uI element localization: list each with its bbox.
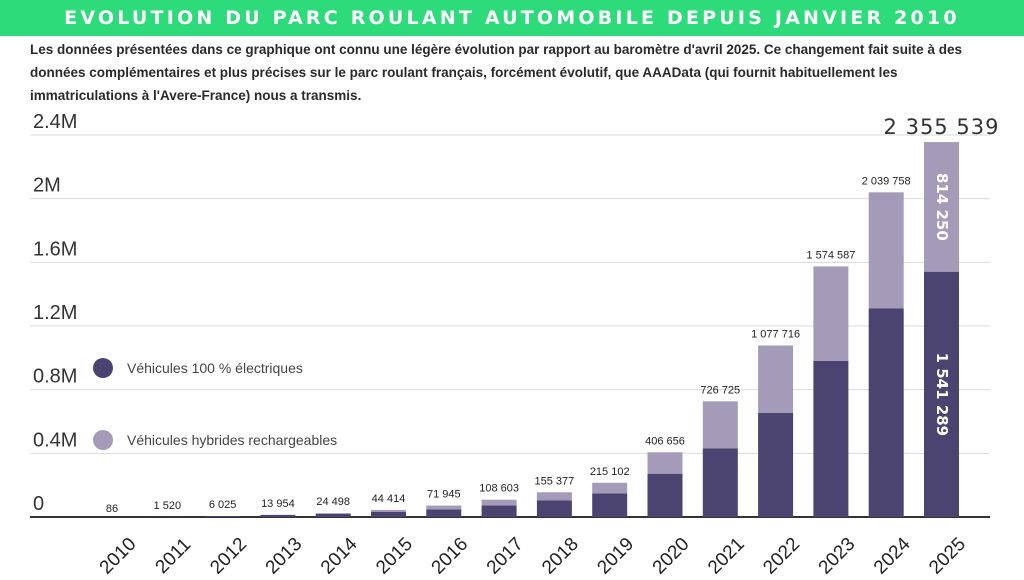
bar-hybrid xyxy=(592,482,628,494)
total-label: 1 574 587 xyxy=(806,249,855,261)
bar-electric xyxy=(315,513,351,517)
total-label: 155 377 xyxy=(535,475,575,487)
bar-hybrid xyxy=(868,192,904,309)
total-label: 24 498 xyxy=(316,496,350,508)
x-tick-label: 2019 xyxy=(593,534,638,579)
total-label: 71 945 xyxy=(427,489,461,501)
x-tick-label: 2011 xyxy=(152,534,196,578)
x-tick-label: 2013 xyxy=(262,534,307,579)
total-label: 44 414 xyxy=(372,493,406,505)
bar-hybrid xyxy=(315,513,351,514)
bar-hybrid xyxy=(536,492,572,501)
chart-title: EVOLUTION DU PARC ROULANT AUTOMOBILE DEP… xyxy=(64,7,960,29)
y-tick-label: 0.8M xyxy=(33,366,77,388)
x-tick-label: 2014 xyxy=(317,533,362,578)
total-label: 1 077 716 xyxy=(751,328,800,340)
bar-electric xyxy=(647,473,683,517)
bar-electric xyxy=(205,516,241,517)
y-tick-label: 2M xyxy=(33,175,61,197)
title-banner: EVOLUTION DU PARC ROULANT AUTOMOBILE DEP… xyxy=(0,0,1024,36)
bar-hybrid xyxy=(371,509,406,512)
legend-electric-label: Véhicules 100 % électriques xyxy=(127,360,303,376)
bar-hybrid xyxy=(702,401,738,449)
bar-electric xyxy=(371,511,406,517)
bar-electric xyxy=(426,509,462,517)
x-tick-label: 2012 xyxy=(206,534,251,579)
electric-value-label: 1 541 289 xyxy=(933,353,951,437)
total-label: 13 954 xyxy=(261,498,295,510)
y-tick-label: 2.4M xyxy=(33,111,77,133)
y-tick-label: 0 xyxy=(33,493,44,515)
hybrid-value-label: 814 250 xyxy=(933,173,951,241)
bar-electric xyxy=(702,448,738,517)
y-tick-label: 1.2M xyxy=(33,302,77,324)
bar-electric xyxy=(536,500,572,517)
y-tick-label: 0.4M xyxy=(33,429,77,451)
bar-electric xyxy=(592,493,628,517)
x-tick-label: 2021 xyxy=(704,534,749,579)
bar-electric xyxy=(260,514,296,517)
total-label: 2 355 539 xyxy=(884,115,1000,139)
bar-hybrid xyxy=(813,266,849,362)
total-label: 215 102 xyxy=(590,466,630,478)
bar-hybrid xyxy=(647,452,683,474)
intro-paragraph: Les données présentées dans ce graphique… xyxy=(30,42,962,103)
legend-hybrid-label: Véhicules hybrides rechargeables xyxy=(127,432,337,448)
bar-hybrid xyxy=(426,505,462,510)
bar-hybrid xyxy=(924,142,959,272)
total-label: 406 656 xyxy=(645,435,685,447)
total-label: 6 025 xyxy=(209,499,237,511)
total-label: 86 xyxy=(106,503,118,515)
total-label: 108 603 xyxy=(479,483,519,495)
bar-electric xyxy=(868,308,904,517)
x-tick-label: 2016 xyxy=(428,534,473,579)
total-label: 726 725 xyxy=(700,384,740,396)
bar-hybrid xyxy=(481,499,517,506)
x-tick-label: 2015 xyxy=(372,534,417,579)
x-tick-label: 2022 xyxy=(759,534,804,579)
x-tick-label: 2010 xyxy=(96,534,141,579)
x-tick-label: 2020 xyxy=(649,534,694,579)
bar-electric xyxy=(758,412,794,517)
x-tick-label: 2018 xyxy=(538,534,583,579)
bar-electric xyxy=(813,361,849,517)
bar-electric xyxy=(924,271,959,517)
total-label: 2 039 758 xyxy=(862,175,911,187)
legend-electric-swatch xyxy=(93,358,113,378)
bar-electric xyxy=(481,505,517,517)
total-label: 1 520 xyxy=(154,500,182,512)
x-tick-label: 2023 xyxy=(815,534,860,579)
x-tick-label: 2025 xyxy=(925,534,970,579)
x-tick-label: 2024 xyxy=(870,533,915,578)
bar-hybrid xyxy=(758,345,794,413)
x-tick-label: 2017 xyxy=(483,534,528,579)
legend-hybrid-swatch xyxy=(93,430,113,450)
y-tick-label: 1.6M xyxy=(33,238,77,260)
